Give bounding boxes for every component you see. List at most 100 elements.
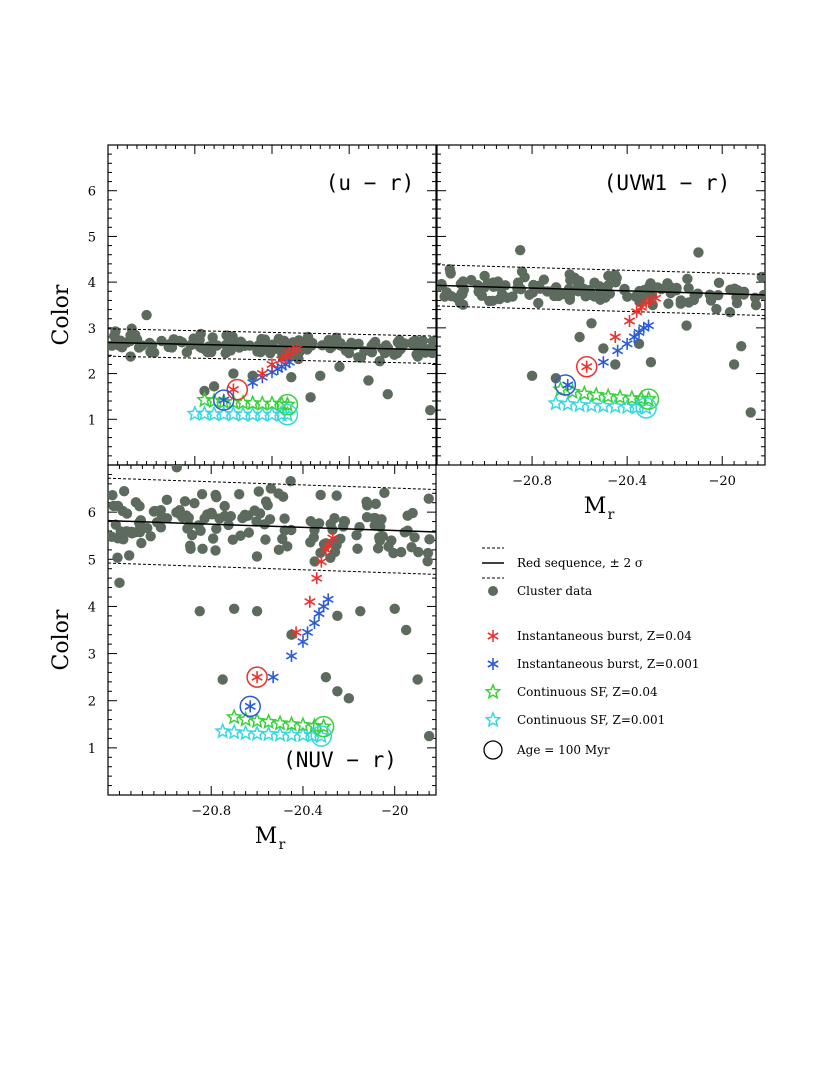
y-tick-label: 4 [88,276,96,291]
cluster-point [332,610,343,622]
cluster-point [259,519,270,530]
cluster-point [182,523,193,534]
legend-asterisk [487,630,499,642]
panel-title: (u − r) [326,171,415,195]
cluster-point [108,490,118,501]
red-burst-asterisk [251,671,263,684]
red-sequence-line [108,341,436,351]
cluster-point [492,276,504,287]
y-tick-label: 2 [88,695,96,710]
cluster-point [595,287,606,298]
cluster-point [407,507,418,519]
cluster-point [352,543,363,554]
cluster-point [114,577,125,589]
blue-burst-asterisk [267,671,279,684]
cluster-point [305,392,316,403]
cluster-point [217,674,228,685]
cluster-point [519,271,530,283]
cluster-point [118,485,130,497]
cyan-continuous-star [278,405,296,422]
cluster-point [161,494,173,506]
x-tick-label: −20.4 [607,474,647,489]
cluster-point [713,290,724,301]
panel-title: (NUV − r) [283,748,397,772]
red-burst-asterisk [266,358,278,371]
cluster-point [476,290,488,301]
y-tick-label: 3 [88,322,96,337]
cluster-point [412,340,424,351]
cluster-point [457,299,469,310]
cluster-point [422,547,434,559]
green-continuous-star [260,712,278,730]
cluster-point [327,524,338,535]
cluster-point [214,513,225,524]
cluster-point [265,347,276,359]
cluster-point [171,465,183,473]
cyan-continuous-star [237,724,255,741]
cluster-point [320,671,332,683]
plot-area [108,309,436,426]
model-tracks [547,292,662,419]
cyan-continuous-star [214,722,232,739]
cluster-point [329,513,340,524]
cluster-point [354,521,365,533]
cluster-point [332,686,343,697]
cluster-point [389,349,400,360]
cluster-point [444,264,456,275]
x-axis-label-subscript: r [608,507,615,523]
green-continuous-star [315,717,333,734]
y-tick-label: 3 [88,648,96,663]
cluster-point [338,515,350,527]
cluster-point [349,340,360,351]
plot-area [108,465,436,747]
red-burst-asterisk [256,367,268,380]
blue-burst-asterisk [597,356,609,369]
legend: Red sequence, ± 2 σ Cluster data Instantan… [482,547,700,760]
blue-burst-asterisk [244,700,256,713]
legend-item: Age = 100 Myr [483,740,610,760]
cluster-point [148,506,160,517]
red-burst-asterisk [290,626,302,639]
cluster-point [279,513,290,524]
cluster-point [210,489,221,501]
cluster-point [379,487,390,499]
cluster-point [315,370,326,382]
age-100myr-circle [575,355,598,378]
cluster-point [260,534,271,545]
panel-frame [436,144,766,466]
cluster-point [662,278,673,289]
cluster-point [130,497,142,508]
cluster-point [533,297,544,309]
cluster-point [265,483,277,494]
cluster-point [526,370,538,382]
x-tick-label: −20 [708,474,735,489]
blue-burst-asterisk [628,331,640,343]
x-axis-label: M [584,494,607,519]
age-100myr-circle [637,388,660,410]
cluster-point [683,297,694,308]
cluster-point [273,488,284,499]
cluster-point [366,347,378,358]
red-sequence-2sigma-line [108,328,436,337]
cluster-point [633,338,645,350]
cluster-point [282,541,293,552]
cluster-point [301,337,312,348]
green-continuous-star [294,716,312,733]
age-100myr-circle [635,397,657,419]
cluster-point [315,547,326,559]
green-continuous-star [575,384,593,401]
cluster-point [305,516,316,527]
age-100myr-circle [276,393,299,416]
cluster-point [196,488,208,500]
cluster-point [309,524,320,536]
y-tick-label: 4 [88,600,96,615]
y-axis-label: Color [49,284,74,345]
x-tick-label: −20.8 [512,474,552,489]
blue-burst-asterisk [633,326,645,339]
cluster-point [370,498,381,510]
cluster-point [736,340,747,352]
cluster-point [199,513,210,524]
red-sequence [437,264,765,317]
legend-item: Instantaneous burst, Z=0.04 [487,629,692,643]
age-100myr-circle [276,403,299,426]
